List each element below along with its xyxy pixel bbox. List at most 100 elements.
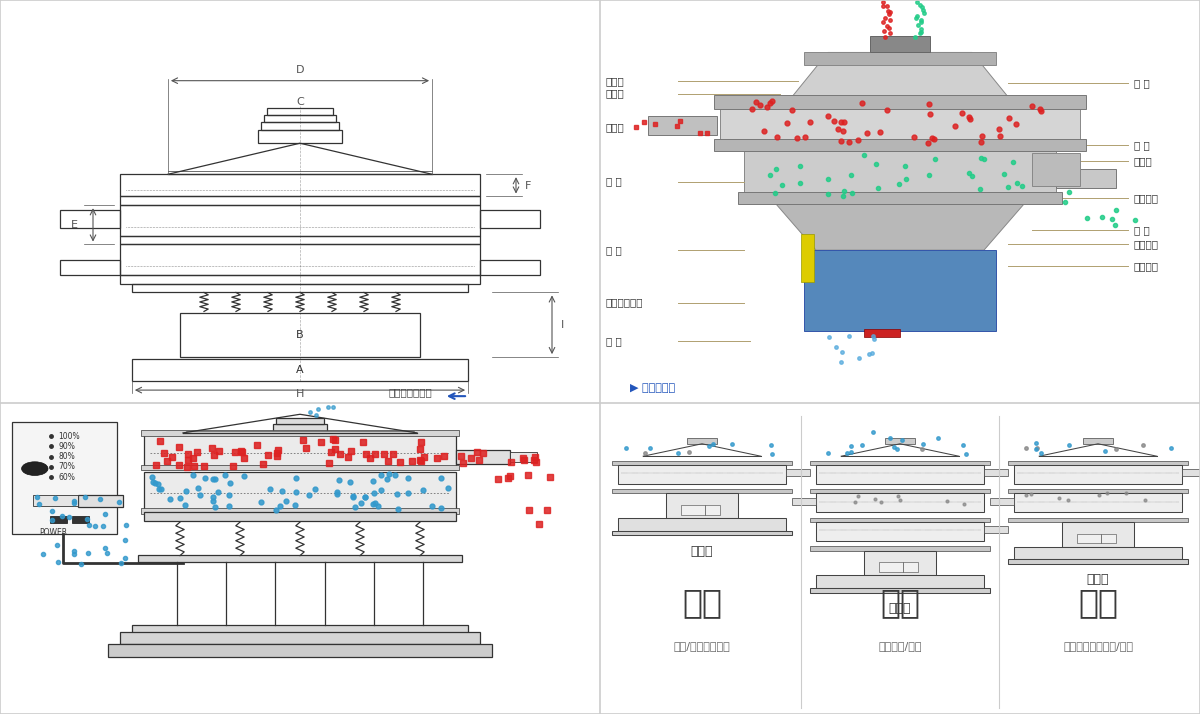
Bar <box>1084 438 1114 444</box>
Text: 弹 簧: 弹 簧 <box>606 245 622 255</box>
Bar <box>1014 493 1182 512</box>
Bar <box>816 575 984 588</box>
Bar <box>144 472 456 512</box>
Bar <box>612 489 792 493</box>
Bar <box>266 108 334 114</box>
Bar <box>714 95 1086 109</box>
Bar <box>264 114 336 122</box>
Bar <box>132 359 468 381</box>
Bar <box>804 52 996 64</box>
Bar <box>1032 154 1080 186</box>
Bar <box>132 625 468 633</box>
Polygon shape <box>792 52 1008 97</box>
Text: 三层式: 三层式 <box>889 602 911 615</box>
Polygon shape <box>744 151 1056 202</box>
Bar <box>276 418 324 423</box>
Bar <box>1008 461 1188 465</box>
Text: 外形尺寸示意图: 外形尺寸示意图 <box>389 388 432 398</box>
Bar <box>810 588 990 593</box>
Bar <box>180 313 420 357</box>
Bar <box>480 260 540 275</box>
Bar <box>120 206 480 236</box>
Bar <box>786 469 810 476</box>
Text: 过滤: 过滤 <box>880 585 920 619</box>
Bar <box>78 495 124 508</box>
Bar <box>142 465 458 471</box>
Text: 加重块: 加重块 <box>1134 156 1153 166</box>
Bar <box>648 116 718 135</box>
Text: 出料口: 出料口 <box>606 122 625 132</box>
Text: ▶ 结构示意图: ▶ 结构示意图 <box>630 383 676 393</box>
Bar <box>1078 534 1102 543</box>
Text: 90%: 90% <box>59 442 76 451</box>
Text: B: B <box>296 330 304 340</box>
Polygon shape <box>720 97 1080 149</box>
Bar <box>878 563 904 572</box>
Text: 进料口: 进料口 <box>606 76 625 86</box>
Bar <box>144 433 456 468</box>
Text: 筛 网: 筛 网 <box>1134 78 1150 88</box>
Bar <box>32 495 78 506</box>
Polygon shape <box>774 202 1026 250</box>
Bar <box>612 461 792 465</box>
Bar <box>864 550 936 575</box>
Bar <box>274 423 326 433</box>
Text: 除杂: 除杂 <box>1078 585 1118 619</box>
Text: 分级: 分级 <box>682 585 722 619</box>
Bar <box>618 518 786 531</box>
Bar <box>1014 465 1182 483</box>
Bar <box>990 498 1014 505</box>
Text: POWER: POWER <box>38 528 67 537</box>
Bar <box>864 328 900 337</box>
Bar <box>810 546 990 550</box>
Bar <box>456 450 510 464</box>
Bar <box>132 283 468 293</box>
Bar <box>258 130 342 144</box>
Text: 筛 盘: 筛 盘 <box>1134 225 1150 235</box>
Text: 防尘盖: 防尘盖 <box>606 89 625 99</box>
Bar <box>72 516 89 523</box>
Text: 80%: 80% <box>59 452 74 461</box>
Text: I: I <box>562 320 564 330</box>
Bar <box>666 493 738 518</box>
Bar <box>144 512 456 521</box>
Bar <box>60 260 120 275</box>
Bar <box>984 469 1008 476</box>
Bar <box>810 489 990 493</box>
Text: H: H <box>296 389 304 399</box>
Text: 单层式: 单层式 <box>691 545 713 558</box>
Bar <box>510 451 538 463</box>
Bar <box>1102 534 1116 543</box>
Text: 机 座: 机 座 <box>606 336 622 346</box>
Text: 振动电机: 振动电机 <box>1134 239 1159 249</box>
Bar <box>618 465 786 483</box>
Bar <box>138 555 462 562</box>
Bar <box>686 438 718 444</box>
Bar <box>816 522 984 540</box>
Text: 网 架: 网 架 <box>1134 140 1150 150</box>
Text: 70%: 70% <box>59 462 76 471</box>
Text: 下部重锤: 下部重锤 <box>1134 261 1159 271</box>
Bar <box>1062 522 1134 547</box>
Text: 60%: 60% <box>59 473 76 481</box>
Bar <box>816 493 984 512</box>
Text: 100%: 100% <box>59 431 80 441</box>
Bar <box>804 250 996 331</box>
Bar <box>1182 469 1200 476</box>
Bar <box>108 644 492 657</box>
Bar <box>810 518 990 522</box>
Bar <box>120 196 480 206</box>
Text: 双层式: 双层式 <box>1087 573 1109 586</box>
Text: 去除液体中的颗粒/异物: 去除液体中的颗粒/异物 <box>1063 640 1133 650</box>
Bar <box>1008 489 1188 493</box>
Bar <box>816 465 984 483</box>
Bar <box>60 210 120 228</box>
Bar <box>120 174 480 196</box>
Text: E: E <box>71 220 78 230</box>
Bar <box>1008 518 1188 522</box>
Bar <box>262 122 340 130</box>
Bar <box>706 506 720 515</box>
Bar <box>612 531 792 536</box>
Bar <box>120 275 480 283</box>
Text: 束 环: 束 环 <box>606 176 622 186</box>
